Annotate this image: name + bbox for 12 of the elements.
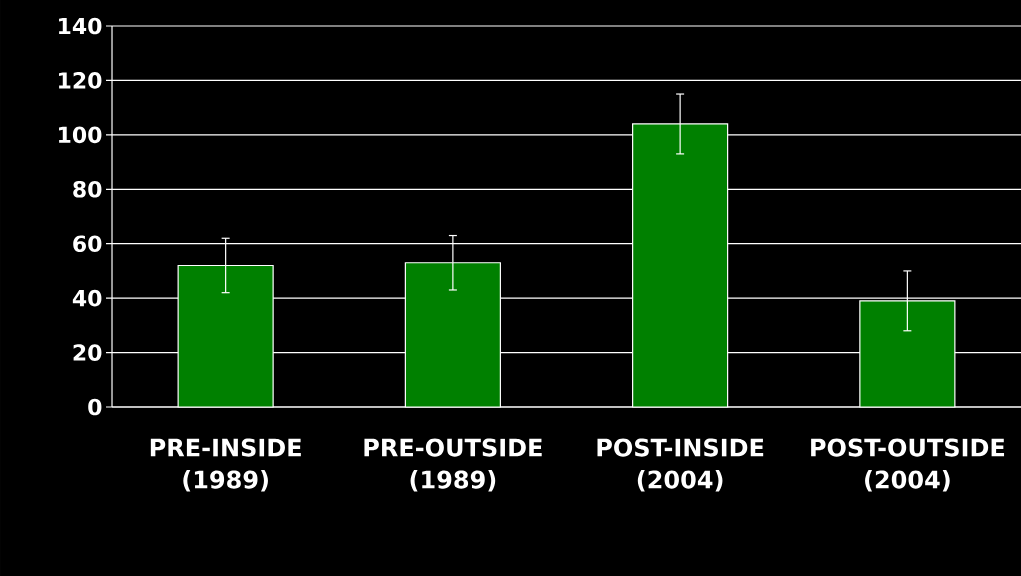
y-tick-label: 100	[59, 126, 102, 144]
y-tick-label: 120	[59, 72, 102, 89]
y-tick-label: 0	[88, 398, 102, 416]
y-tick-label: 40	[72, 289, 102, 307]
y-tick-label: 20	[73, 344, 102, 361]
x-tick-label: PRE-INSIDE (1989)	[150, 438, 301, 492]
y-tick-label: 80	[73, 180, 102, 198]
y-tick-label: 60	[73, 235, 102, 253]
y-tick-label: 140	[59, 17, 102, 35]
x-tick-label: PRE-OUTSIDE (1989)	[364, 438, 542, 492]
x-tick-label: POST-INSIDE (2004)	[597, 438, 764, 492]
x-tick-label: POST-OUTSIDE (2004)	[811, 438, 1005, 492]
